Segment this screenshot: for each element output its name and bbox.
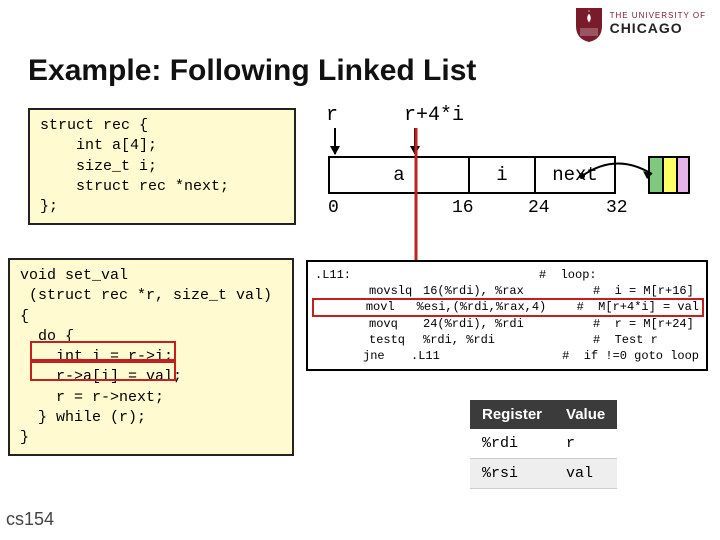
mini-box: [676, 156, 690, 194]
cell-i: i: [468, 156, 534, 194]
cell-next: next: [534, 156, 616, 194]
cell-a: a: [328, 156, 468, 194]
ptr-r4i-label: r+4*i: [404, 104, 464, 127]
asm-cmt: # if !=0 goto loop: [562, 348, 699, 364]
reg-header: Value: [554, 400, 617, 429]
asm-cmt: # M[r+4*i] = val: [577, 299, 699, 315]
asm-op: movl: [366, 299, 417, 315]
asm-arg: %rdi, %rdi: [423, 332, 593, 348]
asm-op: movq: [369, 316, 423, 332]
arrow-down-icon: [414, 128, 416, 154]
register-table: Register Value %rdi r %rsi val: [470, 400, 617, 489]
mini-box: [662, 156, 676, 194]
university-logo: THE UNIVERSITY OF CHICAGO: [574, 6, 706, 42]
struct-code: struct rec { int a[4]; size_t i; struct …: [28, 108, 296, 225]
asm-cmt: # i = M[r+16]: [593, 283, 699, 299]
memory-layout-diagram: r r+4*i a i next 0 16 24 32: [318, 104, 698, 224]
arrow-down-icon: [334, 128, 336, 154]
function-code: void set_val (struct rec *r, size_t val)…: [8, 258, 294, 456]
mini-box: [648, 156, 662, 194]
course-footer: cs154: [6, 509, 54, 530]
asm-arg: .L11: [411, 348, 562, 364]
struct-cells: a i next: [328, 156, 616, 194]
reg-header: Register: [470, 400, 554, 429]
asm-cmt: # Test r: [593, 332, 699, 348]
asm-arg: 16(%rdi), %rax: [423, 283, 593, 299]
table-row: %rsi val: [470, 459, 617, 489]
next-node-boxes: [648, 156, 690, 194]
table-row: %rdi r: [470, 429, 617, 459]
assembly-listing: .L11: # loop: movslq16(%rdi), %rax# i = …: [306, 260, 708, 371]
asm-op: movslq: [369, 283, 423, 299]
asm-op: testq: [369, 332, 423, 348]
shield-icon: [574, 6, 604, 42]
asm-cmt: # r = M[r+24]: [593, 316, 699, 332]
asm-arg: %esi,(%rdi,%rax,4): [417, 299, 577, 315]
asm-op: jne: [363, 348, 411, 364]
university-name: CHICAGO: [610, 21, 706, 36]
page-title: Example: Following Linked List: [28, 54, 476, 88]
ptr-r-label: r: [326, 104, 338, 127]
asm-arg: 24(%rdi), %rdi: [423, 316, 593, 332]
